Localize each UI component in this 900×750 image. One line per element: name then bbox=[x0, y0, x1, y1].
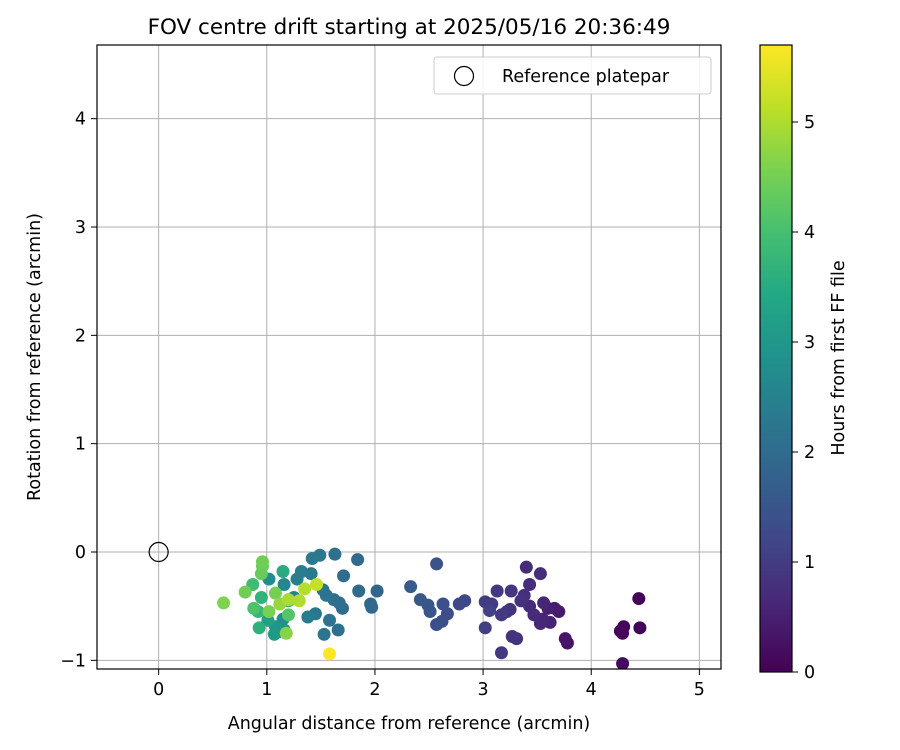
data-point bbox=[279, 626, 293, 640]
y-tick-label: 2 bbox=[75, 326, 86, 346]
axis-ticks: 0 1 2 3 4 5 −1 0 1 2 3 4 bbox=[60, 110, 705, 700]
data-point bbox=[267, 627, 281, 641]
data-point bbox=[255, 555, 269, 569]
y-tick-label: 1 bbox=[75, 435, 86, 455]
data-points bbox=[148, 541, 647, 669]
data-point bbox=[616, 626, 630, 640]
data-point bbox=[328, 547, 342, 561]
data-point bbox=[262, 605, 276, 619]
colorbar-ticks: 0 1 2 3 4 5 bbox=[792, 113, 815, 683]
data-point bbox=[301, 610, 315, 624]
data-point bbox=[533, 567, 547, 581]
data-point bbox=[616, 657, 630, 669]
x-tick-label: 3 bbox=[478, 680, 489, 700]
data-point bbox=[404, 580, 418, 594]
colorbar-tick-label: 0 bbox=[804, 663, 815, 683]
data-point bbox=[537, 596, 551, 610]
data-point bbox=[337, 569, 351, 583]
y-tick-label: −1 bbox=[60, 651, 86, 671]
data-point bbox=[276, 565, 290, 578]
colorbar-label: Hours from first FF file bbox=[829, 260, 849, 455]
data-point bbox=[305, 552, 319, 565]
data-point bbox=[351, 553, 365, 567]
legend-marker-reference-platepar bbox=[453, 65, 475, 87]
data-point bbox=[452, 597, 466, 611]
data-point bbox=[290, 572, 304, 586]
x-tick-label: 1 bbox=[261, 680, 272, 700]
data-point bbox=[436, 597, 450, 611]
data-point bbox=[317, 627, 331, 641]
x-tick-label: 2 bbox=[369, 680, 380, 700]
data-point bbox=[252, 621, 266, 635]
data-point bbox=[365, 600, 379, 614]
data-point bbox=[523, 578, 537, 591]
data-point bbox=[430, 618, 444, 632]
colorbar: 0 1 2 3 4 5 Hours from first FF file bbox=[759, 44, 849, 683]
data-point bbox=[494, 646, 508, 660]
data-point bbox=[268, 586, 282, 600]
data-point bbox=[292, 594, 306, 608]
data-point bbox=[217, 596, 231, 610]
legend: Reference platepar bbox=[433, 56, 712, 95]
data-point bbox=[281, 608, 295, 622]
colorbar-tick-label: 5 bbox=[804, 113, 815, 133]
data-point bbox=[254, 591, 268, 604]
colorbar-gradient bbox=[759, 44, 793, 673]
colorbar-tick-label: 2 bbox=[804, 443, 815, 463]
legend-label-reference-platepar: Reference platepar bbox=[502, 67, 670, 87]
data-point bbox=[247, 601, 261, 615]
colorbar-tick-label: 4 bbox=[804, 223, 815, 243]
y-tick-label: 3 bbox=[75, 218, 86, 238]
data-point bbox=[483, 604, 497, 617]
data-point bbox=[298, 582, 312, 596]
colorbar-tick-label: 3 bbox=[804, 333, 815, 353]
data-point bbox=[304, 567, 318, 581]
data-point bbox=[505, 630, 519, 643]
data-point bbox=[352, 584, 366, 598]
data-point bbox=[519, 560, 533, 574]
legend-box bbox=[433, 56, 712, 95]
data-point bbox=[490, 584, 504, 598]
data-point bbox=[514, 594, 528, 608]
data-point bbox=[558, 632, 572, 646]
reference-point bbox=[148, 541, 169, 563]
chart-title: FOV centre drift starting at 2025/05/16 … bbox=[148, 15, 671, 40]
data-point bbox=[504, 584, 518, 598]
data-point bbox=[323, 613, 337, 627]
colorbar-tick-label: 1 bbox=[804, 553, 815, 573]
data-point bbox=[632, 592, 646, 606]
x-tick-label: 0 bbox=[153, 680, 164, 700]
data-point bbox=[494, 608, 508, 622]
grid bbox=[97, 45, 721, 669]
y-axis-label: Rotation from reference (arcmin) bbox=[25, 213, 45, 501]
data-point bbox=[370, 584, 384, 598]
y-tick-label: 0 bbox=[75, 543, 86, 563]
plot-frame bbox=[96, 44, 722, 670]
data-point bbox=[277, 578, 291, 591]
data-point bbox=[310, 578, 324, 591]
data-point bbox=[238, 585, 252, 599]
data-point bbox=[633, 621, 647, 635]
x-axis-label: Angular distance from reference (arcmin) bbox=[228, 714, 591, 734]
data-point bbox=[430, 557, 444, 571]
x-tick-label: 5 bbox=[694, 680, 705, 700]
data-point bbox=[323, 647, 337, 661]
x-tick-label: 4 bbox=[586, 680, 597, 700]
data-point bbox=[413, 593, 427, 607]
data-point bbox=[331, 623, 345, 637]
y-tick-label: 4 bbox=[75, 110, 86, 130]
data-point bbox=[281, 593, 295, 607]
data-point bbox=[478, 621, 492, 635]
